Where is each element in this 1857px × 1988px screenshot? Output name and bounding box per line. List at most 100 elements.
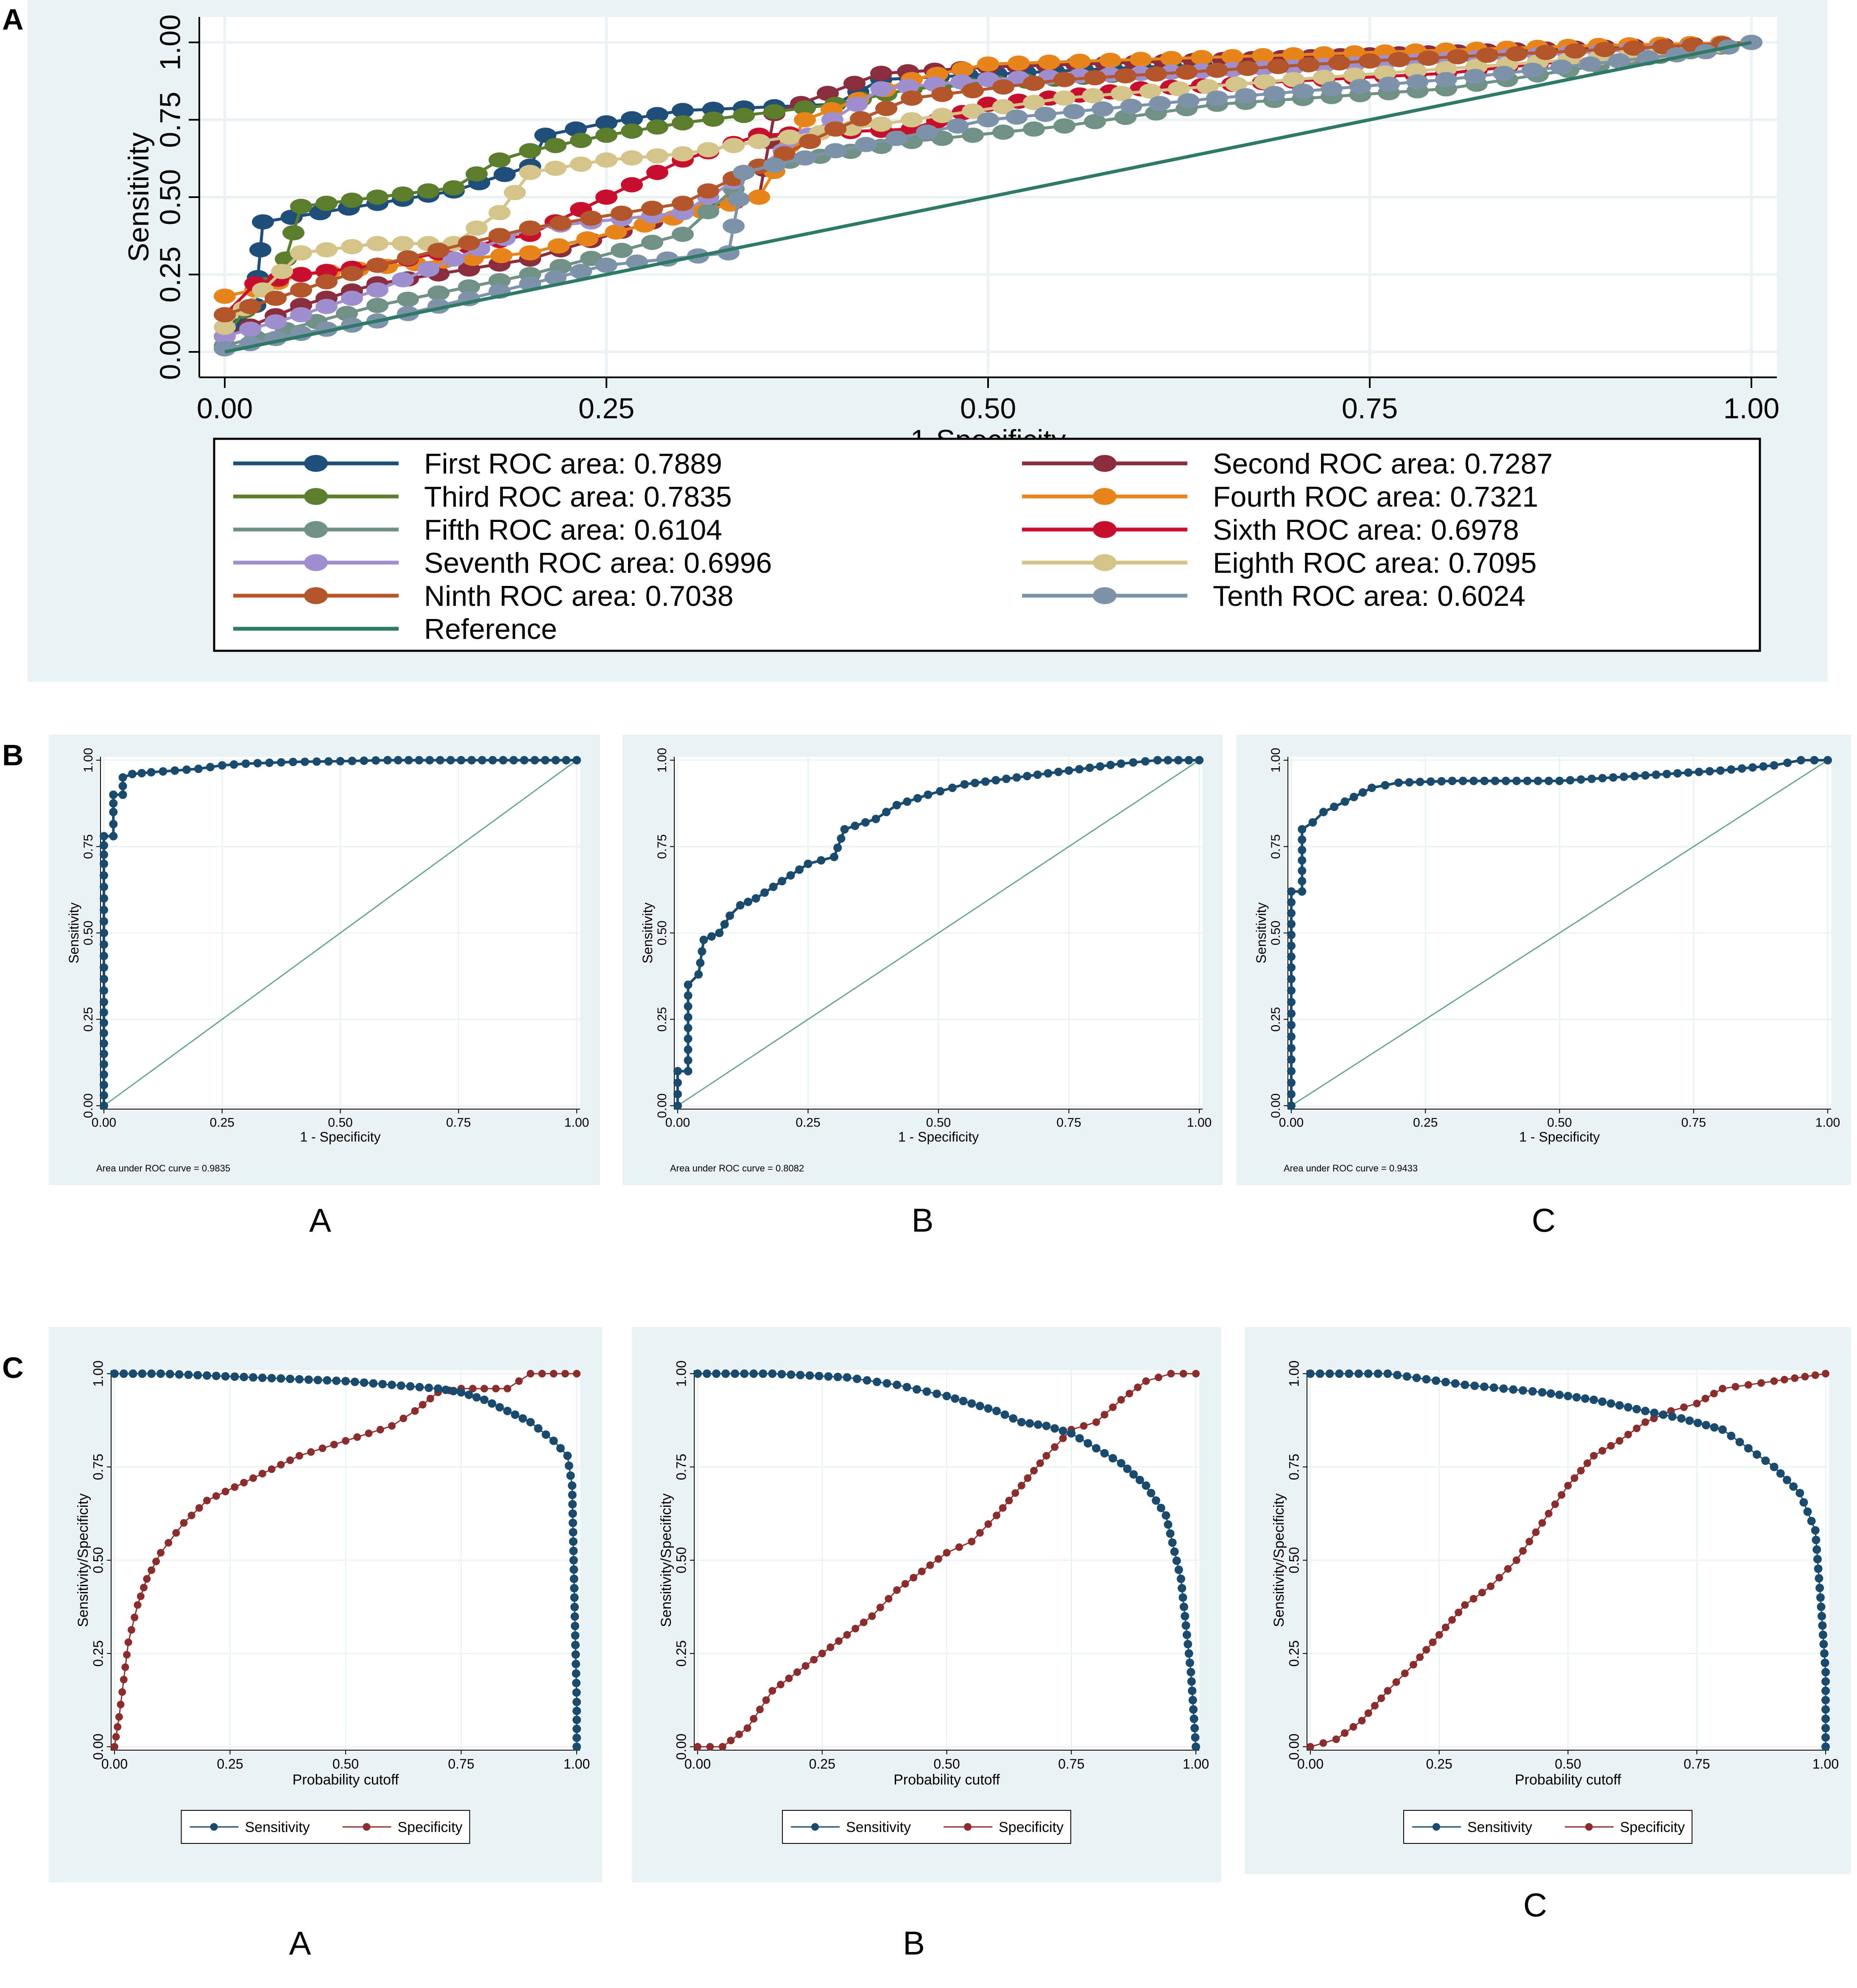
panel-a-legend-marker	[304, 455, 328, 472]
panel-a-series-8-marker	[931, 108, 953, 123]
panel-a-legend-marker	[1093, 587, 1117, 604]
panel-c-a-sensitivity-marker	[570, 1593, 579, 1602]
panel-c-c-sensitivity-marker	[1364, 1369, 1373, 1378]
panel-c-c-specificity-marker	[1429, 1638, 1437, 1646]
panel-c-b-specificity-marker	[706, 1743, 714, 1751]
panel-a-x-tick-label: 0.00	[197, 392, 253, 424]
panel-c-b-y-axis-label: Sensitivity/Specificity	[658, 1493, 674, 1627]
panel-c-a-specificity-marker	[515, 1377, 523, 1385]
panel-a-legend-label: Fourth ROC area: 0.7321	[1213, 481, 1538, 513]
panel-c-b-x-tick-label: 0.25	[809, 1757, 835, 1772]
panel-c-a-y-tick-label: 0.25	[90, 1640, 106, 1667]
panel-a-legend-label: Seventh ROC area: 0.6996	[424, 547, 772, 579]
panel-c-b-specificity-marker	[843, 1631, 851, 1639]
panel-a-reference-line	[224, 41, 1752, 354]
panel-c-a-sensitivity-marker	[156, 1369, 165, 1378]
panel-a-series-10-marker	[1092, 101, 1114, 117]
panel-b-c-roc-marker	[1544, 776, 1553, 785]
panel-c-b-sensitivity-marker	[863, 1376, 871, 1385]
panel-c-c-sensitivity-marker	[1422, 1375, 1431, 1384]
panel-c-a-sensitivity-marker	[503, 1407, 512, 1415]
panel-c-a-sensitivity-marker	[110, 1369, 119, 1378]
panel-c-b-sensitivity-marker	[712, 1369, 721, 1378]
panel-b-a-roc-marker	[277, 758, 286, 767]
panel-c-a-sensitivity-marker	[457, 1388, 466, 1397]
panel-a-series-8-marker	[901, 112, 923, 128]
panel-b-a-roc-marker	[300, 757, 309, 766]
panel-b-b-roc-marker	[1012, 773, 1021, 782]
panel-c-c-specificity-marker	[1616, 1437, 1623, 1445]
panel-c-a-sensitivity-marker	[542, 1430, 550, 1439]
panel-a-series-8-marker	[290, 245, 312, 261]
panel-a-series-9-marker	[366, 257, 388, 273]
panel-c-c-sensitivity-marker	[1803, 1507, 1812, 1516]
panel-b-c-roc-marker	[1287, 1090, 1296, 1099]
panel-c-a-specificity-marker	[388, 1422, 396, 1430]
panel-b-b-roc-marker	[851, 821, 860, 830]
panel-c-a-sensitivity-marker	[212, 1372, 221, 1380]
panel-c-c-sensitivity-marker	[1815, 1574, 1823, 1583]
panel-a-series-8-marker	[1225, 76, 1247, 92]
panel-c-b-sensitivity-marker	[768, 1369, 777, 1378]
panel-a-series-4-marker	[605, 224, 627, 240]
panel-c-b-specificity-marker	[776, 1681, 785, 1689]
panel-b-c-roc-marker	[1287, 963, 1296, 972]
panel-b-c-roc-marker	[1287, 1044, 1296, 1053]
panel-a-series-8-marker	[1313, 70, 1335, 85]
panel-c-c-sensitivity-marker	[1659, 1410, 1668, 1419]
panel-c-c-specificity-marker	[1307, 1743, 1314, 1751]
panel-a-series-9-marker	[697, 183, 719, 199]
panel-a-series-4-marker	[576, 231, 598, 247]
panel-c-a-y-tick-label: 0.75	[90, 1454, 106, 1480]
panel-c-c-specificity-marker	[1558, 1491, 1566, 1499]
panel-b-a-roc-marker	[383, 756, 392, 764]
panel-c-c-sensitivity-marker	[1727, 1431, 1736, 1440]
panel-c-b-sensitivity-marker	[1042, 1422, 1051, 1430]
panel-c-b-y-tick-label: 0.50	[673, 1547, 689, 1573]
panel-a-series-9-marker	[550, 215, 572, 231]
panel-c-b-sensitivity-marker	[1188, 1687, 1197, 1695]
panel-c-a-sensitivity-marker	[424, 1383, 433, 1392]
panel-c-b-sensitivity-marker	[1181, 1621, 1190, 1630]
panel-c-a-specificity-marker	[114, 1723, 122, 1731]
panel-c-c-specificity-marker	[1448, 1616, 1456, 1624]
panel-c-a-x-tick-label: 1.00	[564, 1757, 590, 1772]
panel-a-series-3-marker	[392, 186, 414, 202]
panel-c-a-specificity-marker	[249, 1474, 257, 1482]
panel-c-c-sensitivity-marker	[1624, 1403, 1633, 1412]
panel-a-y-tick-label: 1.00	[154, 14, 187, 70]
panel-b-c-roc-marker	[1298, 877, 1307, 886]
panel-a-series-4-marker	[214, 288, 236, 304]
panel-b-a-roc-marker	[488, 756, 497, 764]
panel-a-series-9-marker	[824, 121, 846, 137]
panel-b-c-roc-marker	[1737, 764, 1746, 773]
panel-c-b-sensitivity-marker	[1123, 1464, 1132, 1473]
panel-b-b-roc-marker	[991, 776, 1000, 785]
panel-c-c-specificity-marker	[1341, 1729, 1349, 1737]
panel-c-a-x-tick-label: 0.25	[217, 1757, 243, 1772]
panel-a-series-10-marker	[1206, 90, 1228, 106]
panel-b-b-x-axis-label: 1 - Specificity	[898, 1129, 979, 1145]
panel-c-c-sensitivity-marker	[1821, 1715, 1830, 1723]
panel-b-c-roc-marker	[1684, 768, 1693, 777]
panel-c-c-sensitivity-marker	[1710, 1423, 1719, 1432]
panel-c-b-sensitivity-marker	[1192, 1743, 1200, 1751]
panel-c-a-sensitivity-marker	[258, 1373, 267, 1382]
panel-a-series-9-marker	[458, 235, 480, 251]
panel-a-series-5-marker	[489, 273, 511, 289]
panel-b-c-roc-marker	[1287, 941, 1296, 950]
panel-c-a-sensitivity-marker	[568, 1491, 577, 1499]
panel-b-a-roc-marker	[100, 940, 108, 949]
panel-b-a-roc-marker	[100, 1018, 108, 1027]
panel-b-c-y-tick-label: 0.50	[1269, 920, 1283, 945]
panel-c-b-specificity-marker	[1100, 1411, 1109, 1419]
panel-b-c-roc-marker	[1358, 788, 1367, 797]
panel-b-b-roc-marker	[751, 894, 760, 903]
panel-c-a-sensitivity-marker	[360, 1378, 369, 1387]
panel-c-b-sensitivity-marker	[1067, 1429, 1076, 1438]
panel-b-c-roc-marker	[1469, 776, 1478, 785]
panel-c-a-sensitivity-marker	[480, 1395, 489, 1404]
panel-a-roc-chart: 0.00 0.00 0.25 0.25 0.50 0.50 0.75 0.75 1.00 1.00…	[123, 14, 1779, 652]
panel-a-series-1-marker	[646, 107, 668, 123]
panel-b-c-roc-marker	[1287, 952, 1296, 961]
